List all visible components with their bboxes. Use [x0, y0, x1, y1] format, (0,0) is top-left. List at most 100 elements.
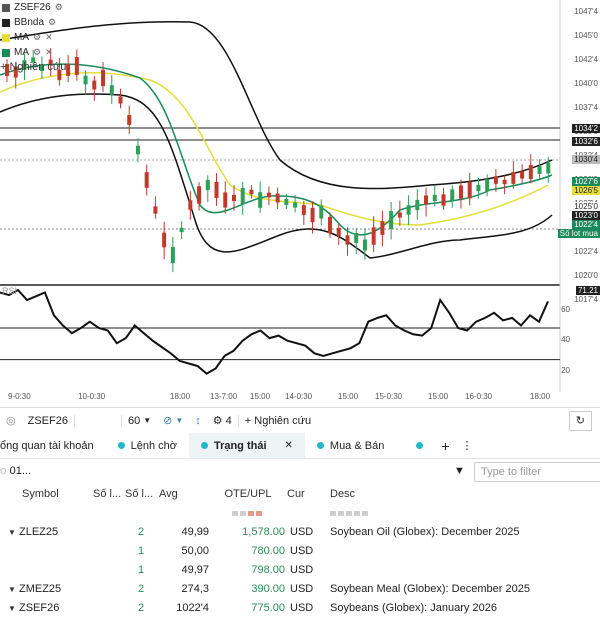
- rsi-tick-label: 20: [561, 366, 570, 375]
- table-row[interactable]: 1 50,00 780.00 USD: [0, 541, 600, 560]
- gear-icon[interactable]: ⚙: [33, 47, 42, 57]
- interval-selector[interactable]: 60 ▼: [120, 414, 157, 427]
- currency-cell: USD: [290, 525, 314, 538]
- ote-cell: 775.00: [251, 601, 285, 614]
- account-selector[interactable]: ◌ 01...: [0, 465, 31, 477]
- tab-account-overview[interactable]: ổng quan tài khoản: [0, 433, 106, 458]
- column-header[interactable]: Số l...: [93, 487, 122, 500]
- tab-positions[interactable]: Trạng thái ✕: [188, 433, 305, 458]
- column-header[interactable]: OTE/UPL: [224, 487, 272, 500]
- qty-cell: 2: [137, 582, 145, 595]
- research-button[interactable]: + Nghiên cứu: [237, 414, 317, 427]
- gear-icon[interactable]: ⚙: [48, 17, 57, 27]
- candle-body: [415, 199, 420, 211]
- tab-dot-icon: [200, 442, 208, 449]
- legend-row[interactable]: MA ⚙ ✕: [0, 30, 130, 45]
- price-chart[interactable]: ZSEF26 ⚙ BBnda ⚙ MA ⚙ ✕ MA ⚙ ✕ + Nghiên …: [0, 0, 600, 405]
- table-row[interactable]: 1 49,97 798.00 USD: [0, 560, 600, 579]
- add-study-link[interactable]: + Nghiên cứu: [0, 61, 67, 73]
- table-row[interactable]: ▼ ZMEZ25 2 274,3 390.00 USD Soybean Meal…: [0, 579, 600, 598]
- legend-row[interactable]: MA ⚙ ✕: [0, 45, 130, 60]
- visibility-toggle[interactable]: ⊘ ▼: [157, 414, 189, 427]
- action-button[interactable]: [248, 510, 254, 516]
- candle-body: [5, 64, 9, 76]
- price-tick-label: 1017'4: [574, 295, 598, 304]
- tab-trades[interactable]: Mua & Bán: [305, 433, 435, 458]
- column-header[interactable]: Symbol: [22, 487, 59, 500]
- tab-pending-orders[interactable]: Lệnh chờ: [106, 433, 189, 458]
- table-row[interactable]: ▼ ZLEZ25 2 49,99 1,578.00 USD Soybean Oi…: [0, 522, 600, 541]
- candle-body: [301, 205, 306, 215]
- action-button[interactable]: [240, 510, 246, 516]
- legend-swatch: [2, 3, 10, 12]
- refresh-button[interactable]: ↻: [568, 410, 592, 431]
- price-tick-label: 1037'4: [574, 103, 598, 112]
- symbol-selector[interactable]: ZSEF26: [22, 414, 75, 427]
- time-tick-label: 18:00: [170, 392, 191, 401]
- refresh-icon: ↻: [575, 415, 585, 427]
- rsi-line: [0, 288, 549, 375]
- price-tag: 1026'5: [572, 186, 600, 195]
- action-button[interactable]: [354, 510, 360, 516]
- time-tick-label: 15:00: [250, 392, 271, 401]
- candle-body: [118, 96, 123, 104]
- column-header[interactable]: Cur: [287, 487, 305, 500]
- close-icon[interactable]: ✕: [45, 47, 53, 57]
- time-tick-label: 13-7:00: [210, 392, 238, 401]
- legend-label: MA: [14, 32, 29, 43]
- close-icon[interactable]: ✕: [284, 440, 293, 451]
- candle-body: [493, 176, 498, 184]
- action-button[interactable]: [232, 510, 238, 516]
- legend-label: MA: [14, 47, 29, 58]
- gear-icon[interactable]: ⚙: [33, 32, 42, 42]
- column-header[interactable]: Desc: [330, 487, 356, 500]
- candle-body: [127, 115, 132, 125]
- action-button[interactable]: [256, 510, 262, 516]
- eye-slash-icon: ⊘: [163, 415, 173, 427]
- studies-count-button[interactable]: ⚙ 4: [207, 414, 238, 428]
- candle-body: [293, 202, 298, 208]
- legend-row[interactable]: BBnda ⚙: [0, 15, 130, 30]
- gear-icon[interactable]: ⚙: [54, 2, 63, 12]
- table-row[interactable]: ▼ ZSEF26 2 1022'4 775.00 USD Soybeans (G…: [0, 598, 600, 617]
- expand-caret-icon[interactable]: ▼: [8, 603, 16, 613]
- positions-table: Symbol Số l... Số l... Avg OTE/UPL Cur D…: [0, 484, 600, 617]
- close-icon[interactable]: ✕: [45, 32, 53, 42]
- candle-body: [153, 206, 158, 214]
- tab-label: ổng quan tài khoản: [0, 439, 94, 452]
- expand-caret-icon[interactable]: ▼: [8, 527, 16, 537]
- chart-canvas[interactable]: [0, 0, 600, 405]
- eye-icon[interactable]: ◎: [6, 415, 16, 427]
- vertical-arrows-icon: ↕: [195, 414, 201, 427]
- tab-label: Lệnh chờ: [130, 439, 177, 452]
- candle-body: [92, 80, 97, 90]
- column-header[interactable]: Avg: [159, 487, 178, 500]
- candle-body: [458, 185, 463, 199]
- action-button[interactable]: [338, 510, 344, 516]
- add-tab-button[interactable]: +: [441, 437, 450, 454]
- candle-body: [240, 187, 245, 205]
- filter-icon[interactable]: ▼: [454, 465, 465, 477]
- more-icon[interactable]: ⋮: [461, 440, 473, 452]
- candle-body: [362, 239, 367, 251]
- indicator-legend: ZSEF26 ⚙ BBnda ⚙ MA ⚙ ✕ MA ⚙ ✕: [0, 0, 130, 60]
- price-tick-label: 1040'0: [574, 79, 598, 88]
- time-tick-label: 15:00: [428, 392, 449, 401]
- price-tag: 1023'0: [572, 211, 600, 220]
- candle-body: [467, 181, 472, 199]
- action-button[interactable]: [346, 510, 352, 516]
- chevron-down-icon: ▼: [175, 416, 184, 425]
- rsi-tick-label: 60: [561, 305, 570, 314]
- column-header[interactable]: Số l...: [125, 487, 154, 500]
- action-button[interactable]: [330, 510, 336, 516]
- action-button[interactable]: [362, 510, 368, 516]
- tab-label: Mua & Bán: [329, 439, 385, 452]
- expand-caret-icon[interactable]: ▼: [8, 584, 16, 594]
- legend-row[interactable]: ZSEF26 ⚙: [0, 0, 130, 15]
- price-tag: 1034'2: [572, 124, 600, 133]
- desc-cell: Soybeans (Globex): January 2026: [330, 601, 497, 614]
- candle-body: [197, 186, 202, 204]
- scale-button[interactable]: ↕: [189, 415, 207, 427]
- filter-input[interactable]: Type to filter: [474, 462, 600, 482]
- legend-swatch: [2, 18, 10, 27]
